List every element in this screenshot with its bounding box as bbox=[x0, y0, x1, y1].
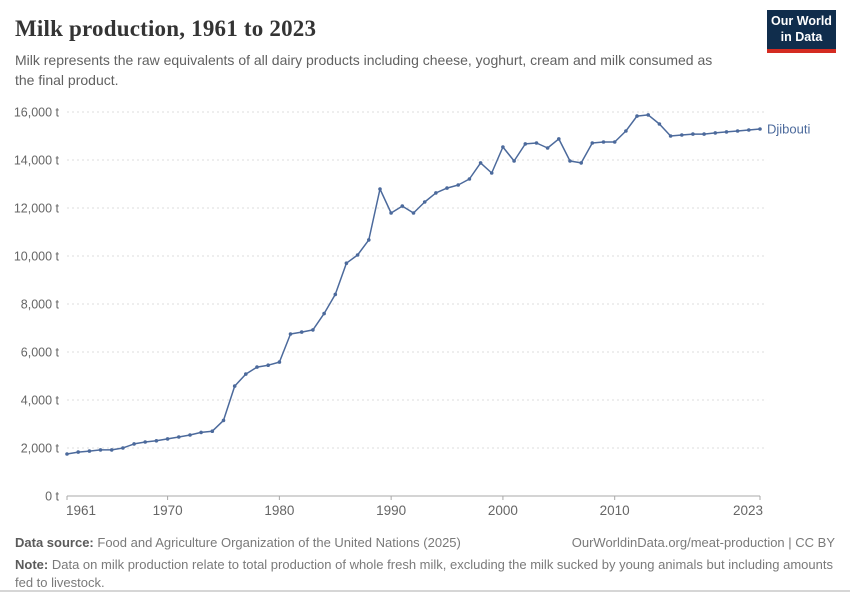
data-point bbox=[624, 129, 628, 133]
data-point bbox=[702, 132, 706, 136]
data-point bbox=[199, 430, 203, 435]
x-tick-label: 2010 bbox=[600, 503, 630, 518]
data-point bbox=[400, 204, 405, 208]
data-point bbox=[255, 365, 259, 369]
data-point bbox=[87, 449, 92, 453]
x-tick-label: 1990 bbox=[376, 503, 406, 518]
data-point bbox=[735, 129, 740, 133]
data-point bbox=[568, 159, 572, 163]
data-point bbox=[579, 161, 583, 165]
owid-logo: Our World in Data bbox=[767, 10, 836, 53]
data-point bbox=[545, 146, 550, 150]
data-point bbox=[668, 134, 673, 138]
data-point bbox=[680, 133, 684, 137]
data-point bbox=[489, 171, 494, 175]
chart-note: Note: Data on milk production relate to … bbox=[15, 556, 835, 592]
data-point bbox=[478, 161, 483, 165]
data-point bbox=[165, 437, 170, 441]
data-point bbox=[355, 253, 360, 257]
data-source: Data source: Food and Agriculture Organi… bbox=[15, 534, 461, 552]
chart-header: Milk production, 1961 to 2023 Milk repre… bbox=[0, 0, 850, 96]
data-point bbox=[523, 142, 528, 146]
data-point bbox=[378, 187, 382, 191]
data-point bbox=[612, 140, 617, 144]
y-tick-label: 12,000 t bbox=[14, 202, 60, 216]
data-point bbox=[232, 384, 237, 388]
data-point bbox=[724, 130, 729, 134]
y-tick-label: 2,000 t bbox=[21, 442, 60, 456]
data-point bbox=[311, 328, 315, 332]
data-point bbox=[277, 360, 282, 364]
data-point bbox=[344, 261, 349, 265]
y-tick-label: 16,000 t bbox=[14, 106, 60, 120]
chart-subtitle: Milk represents the raw equivalents of a… bbox=[15, 52, 713, 88]
bottom-divider bbox=[0, 590, 850, 592]
data-point bbox=[534, 141, 539, 145]
data-source-text: Food and Agriculture Organization of the… bbox=[97, 535, 461, 550]
data-point bbox=[389, 211, 393, 215]
x-tick-label: 1961 bbox=[66, 503, 96, 518]
data-point bbox=[109, 448, 114, 452]
data-point bbox=[467, 177, 472, 181]
x-tick-label: 1970 bbox=[153, 503, 183, 518]
data-point bbox=[422, 200, 427, 204]
attribution: OurWorldinData.org/meat-production | CC … bbox=[571, 535, 835, 550]
data-line bbox=[66, 114, 761, 455]
data-point bbox=[121, 446, 125, 450]
data-point bbox=[322, 311, 326, 316]
data-point bbox=[758, 127, 762, 131]
data-point bbox=[434, 191, 438, 195]
data-point bbox=[646, 113, 650, 117]
data-point bbox=[456, 183, 461, 187]
data-point bbox=[657, 122, 662, 126]
logo-line2: in Data bbox=[780, 29, 823, 44]
data-point bbox=[512, 159, 516, 163]
data-point bbox=[635, 114, 639, 118]
data-point bbox=[590, 141, 595, 145]
data-point bbox=[288, 332, 293, 336]
data-point bbox=[244, 372, 248, 376]
x-tick-label: 1980 bbox=[264, 503, 294, 518]
data-point bbox=[98, 448, 103, 452]
data-point bbox=[713, 131, 718, 135]
data-point bbox=[747, 128, 751, 132]
data-point bbox=[445, 186, 449, 190]
data-point bbox=[266, 363, 271, 368]
chart-footer: Data source: Food and Agriculture Organi… bbox=[0, 526, 850, 593]
chart-area: 0 t 2,000 t 4,000 t 6,000 t 8,000 t 10,000 t 1… bbox=[0, 96, 850, 526]
note-label: Note: bbox=[15, 557, 49, 573]
data-point bbox=[601, 140, 606, 144]
data-point bbox=[210, 429, 215, 434]
y-tick-label: 8,000 t bbox=[21, 298, 60, 312]
y-tick-label: 10,000 t bbox=[14, 250, 60, 264]
data-point bbox=[333, 292, 338, 297]
data-source-label: Data source: bbox=[15, 535, 94, 550]
data-point bbox=[76, 450, 80, 454]
y-tick-label: 14,000 t bbox=[14, 154, 60, 168]
data-point bbox=[177, 435, 181, 439]
data-point bbox=[367, 238, 371, 242]
data-point bbox=[501, 145, 505, 149]
note-text: Data on milk production relate to total … bbox=[15, 557, 833, 591]
x-tick-label: 2000 bbox=[488, 503, 518, 518]
data-point bbox=[557, 137, 561, 141]
data-point bbox=[65, 452, 69, 456]
line-chart: 0 t 2,000 t 4,000 t 6,000 t 8,000 t 10,000 t 1… bbox=[14, 106, 811, 519]
data-point bbox=[691, 132, 695, 136]
data-point bbox=[411, 211, 416, 215]
data-point bbox=[299, 330, 304, 334]
logo-line1: Our World bbox=[771, 14, 832, 29]
y-tick-label: 6,000 t bbox=[21, 346, 60, 360]
x-tick-label: 2023 bbox=[733, 503, 763, 518]
data-point bbox=[154, 439, 159, 443]
y-tick-label: 0 t bbox=[45, 490, 59, 504]
series-label: Djibouti bbox=[767, 122, 810, 137]
page-title: Milk production, 1961 to 2023 bbox=[15, 16, 317, 41]
data-point bbox=[143, 440, 147, 444]
data-point bbox=[221, 418, 226, 423]
y-tick-label: 4,000 t bbox=[21, 394, 60, 408]
data-point bbox=[188, 433, 192, 437]
data-point bbox=[132, 442, 136, 446]
